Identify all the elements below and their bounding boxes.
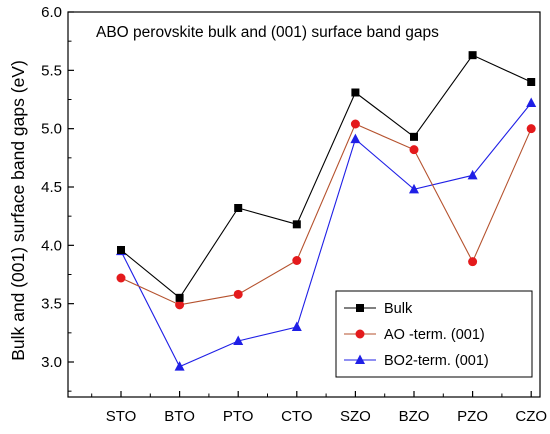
- series-line: [120, 54, 532, 299]
- y-tick-label: 6.0: [41, 4, 62, 21]
- data-point: [175, 300, 185, 310]
- y-tick-label: 4.5: [41, 179, 62, 196]
- legend: Bulk AO -term. (001) BO2-term. (001): [335, 290, 533, 378]
- data-point: [292, 256, 302, 265]
- x-tick-label: CTO: [281, 408, 312, 425]
- x-tick-label: PTO: [223, 408, 254, 425]
- data-point: [350, 119, 360, 129]
- y-tick-label: 5.0: [41, 121, 62, 138]
- x-tick-label: STO: [106, 408, 137, 425]
- data-point: [233, 335, 244, 345]
- data-point: [527, 78, 536, 86]
- legend-label: BO2-term. (001): [384, 353, 489, 369]
- y-tick-label: 3.5: [41, 296, 62, 313]
- data-point: [409, 183, 419, 194]
- series-2: [116, 97, 537, 371]
- chart-title: ABO perovskite bulk and (001) surface ba…: [96, 24, 439, 41]
- legend-label: AO -term. (001): [384, 327, 485, 343]
- series-line: [120, 102, 532, 368]
- legend-label: Bulk: [384, 301, 413, 317]
- x-tick-label: BZO: [399, 408, 430, 425]
- data-point: [468, 257, 478, 267]
- data-point: [468, 51, 477, 60]
- data-point: [526, 124, 536, 134]
- data-point: [526, 97, 537, 107]
- y-axis-label: Bulk and (001) surface band gaps (eV): [8, 60, 28, 361]
- legend-marker: [355, 354, 365, 364]
- series-1: [116, 119, 536, 310]
- plot-frame: [67, 11, 541, 398]
- data-point: [351, 88, 360, 97]
- data-point: [234, 204, 243, 212]
- data-point: [291, 321, 302, 331]
- data-point: [116, 273, 126, 283]
- data-point: [292, 220, 301, 229]
- legend-marker: [355, 329, 365, 339]
- x-tick-label: BTO: [164, 408, 195, 425]
- data-point: [350, 133, 361, 144]
- data-point: [233, 289, 243, 299]
- x-tick-label: SZO: [340, 408, 371, 425]
- x-tick-label: CZO: [515, 408, 547, 425]
- data-point: [409, 145, 419, 155]
- data-point: [467, 169, 478, 180]
- data-point: [174, 361, 185, 371]
- data-point: [117, 246, 125, 254]
- x-tick-label: PZO: [457, 408, 488, 425]
- series-line: [120, 123, 532, 306]
- y-tick-label: 4.0: [41, 237, 62, 254]
- data-point: [175, 293, 184, 302]
- series-0: [117, 51, 536, 302]
- y-tick-label: 5.5: [41, 62, 62, 79]
- y-tick-label: 3.0: [41, 354, 62, 371]
- data-point: [410, 132, 418, 141]
- legend-marker: [356, 304, 364, 312]
